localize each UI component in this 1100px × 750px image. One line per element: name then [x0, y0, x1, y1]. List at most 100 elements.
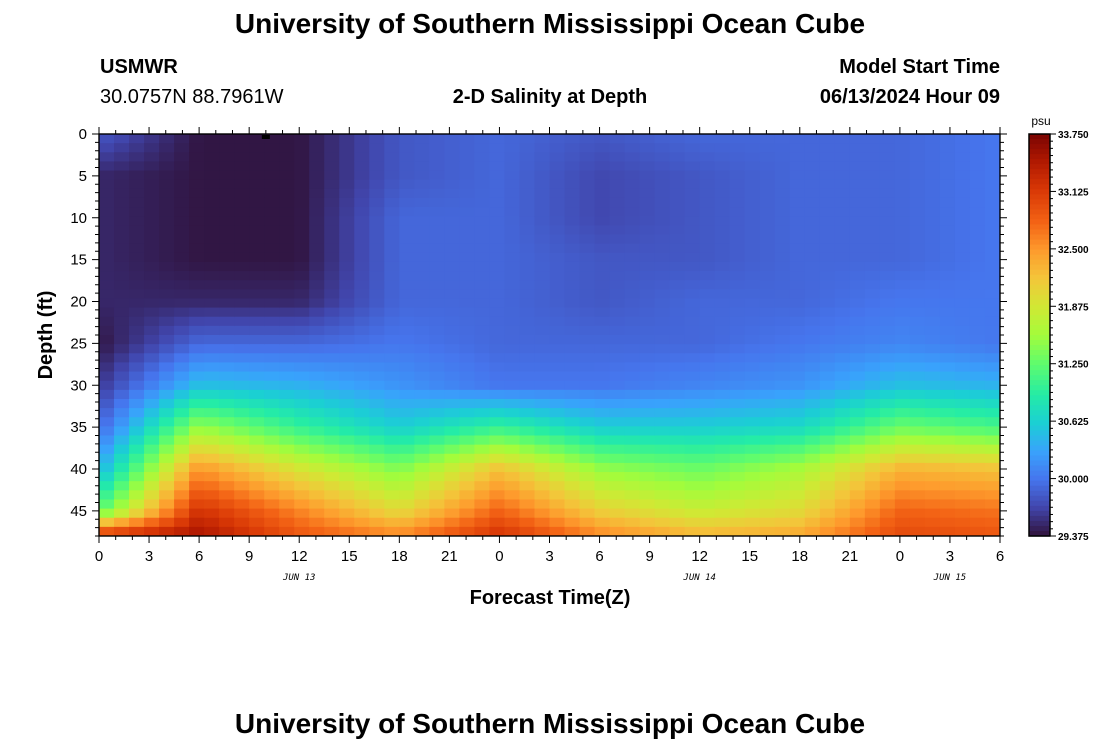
heatmap-cell — [129, 517, 145, 528]
heatmap-cell — [819, 417, 836, 427]
heatmap-cell — [699, 234, 716, 245]
colorbar-segment — [1029, 390, 1050, 396]
heatmap-cell — [309, 298, 325, 309]
heatmap-cell — [399, 481, 415, 491]
heatmap-cell — [429, 408, 445, 418]
heatmap-cell — [339, 362, 355, 373]
heatmap-cell — [669, 389, 686, 400]
station-coordinates: 30.0757N 88.7961W — [100, 86, 284, 108]
heatmap-cell — [924, 243, 941, 254]
colorbar-segment — [1029, 289, 1050, 296]
heatmap-cell — [339, 307, 355, 318]
heatmap-cell — [234, 362, 250, 373]
heatmap-cell — [609, 517, 626, 528]
heatmap-cell — [324, 335, 340, 345]
heatmap-cell — [684, 170, 701, 181]
heatmap-cell — [849, 161, 866, 172]
heatmap-cell — [129, 472, 145, 482]
heatmap-cell — [429, 517, 445, 528]
heatmap-cell — [684, 472, 701, 482]
heatmap-cell — [279, 417, 295, 427]
heatmap-cell — [594, 408, 611, 418]
heatmap-cell — [579, 207, 596, 217]
heatmap-cell — [864, 499, 881, 510]
heatmap-cell — [369, 261, 385, 272]
heatmap-cell — [444, 152, 460, 163]
heatmap-cell — [669, 526, 686, 536]
heatmap-cell — [489, 298, 506, 309]
colorbar-segment — [1029, 455, 1050, 462]
heatmap-cell — [219, 362, 235, 373]
heatmap-cell — [699, 408, 716, 418]
heatmap-cell — [879, 316, 896, 327]
heatmap-cell — [264, 398, 280, 409]
heatmap-cell — [189, 216, 205, 226]
heatmap-cell — [339, 225, 355, 236]
heatmap-cell — [369, 225, 385, 236]
heatmap-cell — [774, 380, 791, 391]
heatmap-cell — [564, 179, 581, 190]
heatmap-cell — [654, 225, 671, 236]
heatmap-cell — [804, 134, 821, 144]
heatmap-cell — [624, 398, 641, 409]
heatmap-cell — [594, 271, 611, 281]
heatmap-cell — [804, 472, 821, 482]
heatmap-cell — [984, 271, 1000, 281]
heatmap-cell — [969, 462, 986, 473]
heatmap-cell — [234, 417, 250, 427]
heatmap-cell — [774, 252, 791, 263]
heatmap-cell — [594, 435, 611, 446]
heatmap-cell — [354, 462, 370, 473]
colorbar-segment — [1029, 495, 1050, 502]
heatmap-cell — [624, 472, 641, 482]
heatmap-cell — [249, 389, 265, 400]
heatmap-cell — [489, 234, 506, 245]
heatmap-cell — [189, 280, 205, 290]
heatmap-cell — [204, 289, 220, 300]
heatmap-cell — [204, 453, 220, 464]
colorbar-segment — [1029, 234, 1050, 241]
heatmap-cell — [354, 335, 370, 345]
heatmap-cell — [459, 435, 476, 446]
heatmap-cell — [579, 234, 596, 245]
heatmap-cell — [609, 417, 626, 427]
heatmap-cell — [774, 398, 791, 409]
heatmap-cell — [849, 298, 866, 309]
heatmap-cell — [834, 398, 851, 409]
heatmap-cell — [984, 161, 1000, 172]
heatmap-cell — [489, 362, 506, 373]
heatmap-cell — [714, 316, 731, 327]
heatmap-cell — [219, 490, 235, 501]
heatmap-cell — [114, 179, 130, 190]
heatmap-cell — [204, 508, 220, 519]
heatmap-cell — [909, 289, 926, 300]
heatmap-cell — [624, 417, 641, 427]
heatmap-cell — [369, 380, 385, 391]
heatmap-cell — [489, 207, 506, 217]
heatmap-cell — [714, 207, 731, 217]
heatmap-cell — [189, 444, 205, 455]
heatmap-cell — [639, 462, 656, 473]
heatmap-cell — [654, 362, 671, 373]
heatmap-cell — [414, 243, 430, 254]
heatmap-cell — [144, 225, 160, 236]
heatmap-cell — [459, 316, 476, 327]
heatmap-cell — [129, 188, 145, 199]
heatmap-cell — [174, 508, 190, 519]
y-axis-label: Depth (ft) — [35, 291, 57, 380]
heatmap-cell — [624, 188, 641, 199]
heatmap-cell — [384, 344, 400, 354]
x-tick-label: 15 — [741, 548, 758, 565]
heatmap-cell — [339, 472, 355, 482]
heatmap-cell — [279, 490, 295, 501]
heatmap-cell — [519, 426, 536, 437]
heatmap-cell — [489, 417, 506, 427]
colorbar-segment — [1029, 154, 1050, 160]
heatmap-cell — [384, 179, 400, 190]
heatmap-cell — [564, 325, 581, 336]
heatmap-cell — [834, 453, 851, 464]
heatmap-cell — [114, 298, 130, 309]
heatmap-cell — [144, 152, 160, 163]
heatmap-cell — [309, 179, 325, 190]
heatmap-cell — [954, 362, 971, 373]
